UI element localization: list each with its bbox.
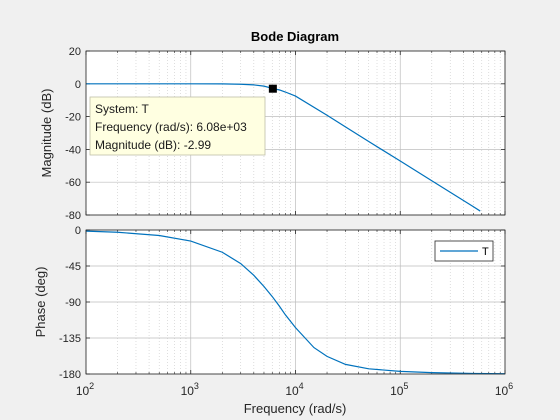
- magnitude-y-tick-label: -80: [65, 210, 81, 222]
- phase-y-tick-label: -180: [59, 369, 81, 381]
- phase-y-axis-label: Phase (deg): [33, 267, 48, 338]
- data-tip-frequency: Frequency (rad/s): 6.08e+03: [95, 120, 247, 134]
- x-tick-label: 104: [285, 381, 303, 398]
- magnitude-axes-box: [85, 50, 506, 216]
- legend-entry-label: T: [482, 246, 489, 258]
- data-tip-magnitude: Magnitude (dB): -2.99: [95, 138, 211, 152]
- phase-y-tick-labels: 0 -45 -90 -135 -180: [59, 225, 81, 381]
- x-tick-label: 102: [76, 381, 94, 398]
- phase-panel[interactable]: 0 -45 -90 -135 -180 Phase (deg): [33, 225, 506, 381]
- magnitude-y-tick-label: -60: [65, 177, 81, 189]
- magnitude-y-axis-label: Magnitude (dB): [39, 89, 54, 178]
- phase-y-tick-label: -135: [59, 333, 81, 345]
- magnitude-y-tick-label: 20: [69, 46, 81, 58]
- x-tick-label: 106: [495, 381, 513, 398]
- phase-y-tick-label: -45: [65, 261, 81, 273]
- data-tip-system: System: T: [95, 102, 149, 116]
- x-tick-label: 103: [181, 381, 199, 398]
- magnitude-y-tick-label: -40: [65, 144, 81, 156]
- magnitude-y-tick-label: -20: [65, 112, 81, 124]
- phase-axes-box: [85, 229, 506, 375]
- x-axis-label: Frequency (rad/s): [244, 401, 347, 416]
- phase-series-line: [85, 230, 506, 375]
- legend[interactable]: T: [434, 240, 494, 262]
- data-tip[interactable]: System: T Frequency (rad/s): 6.08e+03 Ma…: [89, 84, 277, 156]
- data-tip-marker[interactable]: [268, 84, 277, 93]
- x-tick-label: 105: [390, 381, 408, 398]
- x-tick-labels: 102 103 104 105 106: [76, 381, 513, 398]
- phase-y-tick-label: -90: [65, 297, 81, 309]
- data-tip-box: [89, 96, 266, 156]
- phase-y-tick-label: 0: [75, 225, 81, 237]
- magnitude-y-tick-label: 0: [75, 79, 81, 91]
- magnitude-y-tick-labels: 20 0 -20 -40 -60 -80: [65, 46, 81, 222]
- chart-title: Bode Diagram: [251, 29, 339, 44]
